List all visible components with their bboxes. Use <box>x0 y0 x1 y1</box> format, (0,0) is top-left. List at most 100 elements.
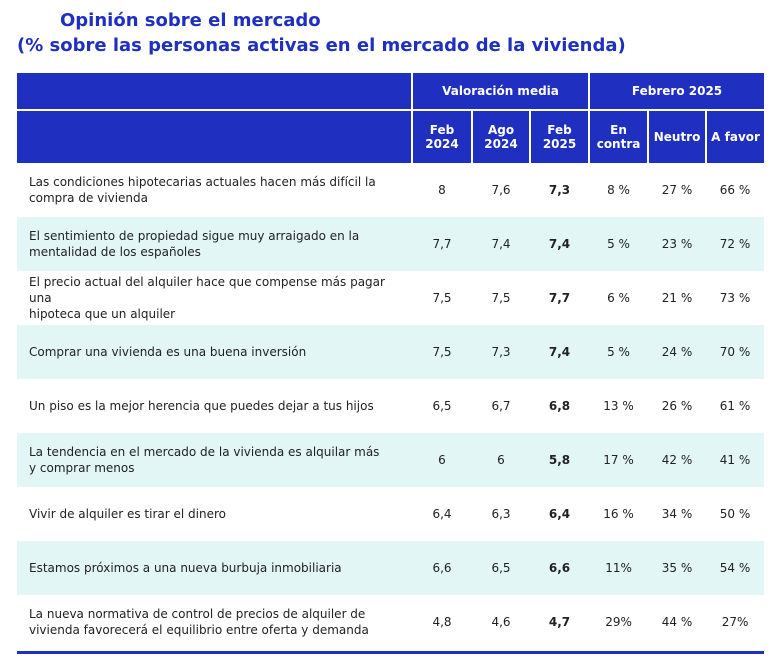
col-header-line1: Ago <box>487 123 515 137</box>
table-row: La tendencia en el mercado de la viviend… <box>17 433 765 487</box>
value-neutro: 27 % <box>661 183 693 197</box>
value-en-contra: 13 % <box>603 399 634 413</box>
value-feb-2024: 7,7 <box>412 217 472 271</box>
statement-cell: Un piso es la mejor herencia que puedes … <box>17 379 412 433</box>
col-header-line2: contra <box>596 137 641 151</box>
header-group-febrero: Febrero 2025 <box>588 73 765 111</box>
statement-line: compra de vivienda <box>29 191 148 205</box>
value-neutro: 42 % <box>648 433 707 487</box>
table-row: Estamos próximos a una nueva burbuja inm… <box>17 541 765 595</box>
col-header-ago-2024: Ago 2024 <box>471 110 530 163</box>
statement-line: El sentimiento de propiedad sigue muy ar… <box>29 229 360 243</box>
col-header-feb-2025: Feb 2025 <box>528 110 590 163</box>
value-a-favor: 66 % <box>719 183 751 197</box>
statement-line: La nueva normativa de control de precios… <box>29 607 366 621</box>
value-en-contra: 6 % <box>607 291 630 305</box>
value-feb-2024: 6,6 <box>412 541 472 595</box>
table-row: El precio actual del alquiler hace que c… <box>17 271 764 325</box>
value-ago-2024: 6,5 <box>472 541 530 595</box>
value-ago-2024: 4,6 <box>491 615 511 629</box>
col-header-line2: 2024 <box>425 137 459 151</box>
statement-line: Estamos próximos a una nueva burbuja inm… <box>29 561 342 575</box>
value-en-contra: 11% <box>589 541 649 595</box>
value-feb-2024: 8 <box>438 183 446 197</box>
value-feb-2025: 7,4 <box>530 217 590 271</box>
table-row: Un piso es la mejor herencia que puedes … <box>17 379 764 433</box>
statement-line: Vivir de alquiler es tirar el dinero <box>29 507 226 521</box>
value-ago-2024: 6,7 <box>491 399 511 413</box>
value-feb-2025: 4,7 <box>548 615 571 629</box>
statement-cell: Estamos próximos a una nueva burbuja inm… <box>17 541 412 595</box>
value-a-favor: 72 % <box>706 217 765 271</box>
value-feb-2024: 7,5 <box>432 291 452 305</box>
value-neutro: 24 % <box>648 325 707 379</box>
header-group-row: Valoración media Febrero 2025 <box>17 73 765 111</box>
col-header-en-contra: En contra <box>588 110 649 163</box>
col-header-line1: Feb <box>547 123 572 137</box>
value-a-favor: 41 % <box>706 433 765 487</box>
market-opinion-table: Valoración media Febrero 2025 Feb 2024 Ag… <box>17 73 765 649</box>
table-row: Las condiciones hipotecarias actuales ha… <box>17 163 764 217</box>
statement-cell: Comprar una vivienda es una buena invers… <box>17 325 412 379</box>
statement-cell: Las condiciones hipotecarias actuales ha… <box>17 163 412 217</box>
value-feb-2025: 6,6 <box>530 541 590 595</box>
value-ago-2024: 7,4 <box>472 217 530 271</box>
value-en-contra: 16 % <box>603 507 634 521</box>
value-feb-2024: 7,5 <box>412 325 472 379</box>
statement-line: Un piso es la mejor herencia que puedes … <box>29 399 374 413</box>
header-blank-cell <box>17 110 412 163</box>
value-feb-2025: 7,4 <box>530 325 590 379</box>
value-neutro: 26 % <box>661 399 693 413</box>
statement-line: Las condiciones hipotecarias actuales ha… <box>29 175 376 189</box>
value-feb-2024: 4,8 <box>432 615 452 629</box>
value-feb-2025: 6,8 <box>548 399 571 413</box>
statement-cell: La nueva normativa de control de precios… <box>17 595 412 649</box>
col-header-line2: 2024 <box>484 137 518 151</box>
value-en-contra: 29% <box>605 615 632 629</box>
value-en-contra: 8 % <box>607 183 630 197</box>
statement-line: vivienda favorecerá el equilibrio entre … <box>29 623 369 637</box>
value-ago-2024: 7,3 <box>472 325 530 379</box>
table-row: Vivir de alquiler es tirar el dinero 6,4… <box>17 487 764 541</box>
value-a-favor: 61 % <box>719 399 751 413</box>
col-header-feb-2024: Feb 2024 <box>411 110 472 163</box>
statement-cell: La tendencia en el mercado de la viviend… <box>17 433 412 487</box>
statement-line: mentalidad de los españoles <box>29 245 201 259</box>
value-ago-2024: 7,5 <box>491 291 511 305</box>
header-blank-cell <box>17 73 412 111</box>
statement-line: La tendencia en el mercado de la viviend… <box>29 445 380 459</box>
header-group-valoracion: Valoración media <box>410 73 590 111</box>
value-ago-2024: 7,6 <box>491 183 511 197</box>
value-feb-2025: 5,8 <box>530 433 590 487</box>
value-en-contra: 5 % <box>589 217 649 271</box>
table-row: La nueva normativa de control de precios… <box>17 595 764 649</box>
value-feb-2024: 6,4 <box>432 507 452 521</box>
col-header-line1: En <box>610 123 627 137</box>
statement-line: y comprar menos <box>29 461 135 475</box>
statement-cell: El sentimiento de propiedad sigue muy ar… <box>17 217 412 271</box>
value-neutro: 21 % <box>661 291 693 305</box>
col-header-a-favor: A favor <box>705 110 765 163</box>
value-feb-2024: 6 <box>412 433 472 487</box>
value-en-contra: 17 % <box>589 433 649 487</box>
value-feb-2024: 6,5 <box>432 399 452 413</box>
value-feb-2025: 7,7 <box>548 291 571 305</box>
value-en-contra: 5 % <box>589 325 649 379</box>
value-feb-2025: 7,3 <box>548 183 571 197</box>
statement-line: hipoteca que un alquiler <box>29 307 176 321</box>
header-column-row: Feb 2024 Ago 2024 Feb 2025 En contra Neutro … <box>17 110 765 163</box>
value-ago-2024: 6,3 <box>491 507 511 521</box>
statement-cell: El precio actual del alquiler hace que c… <box>17 271 412 325</box>
statement-line: El precio actual del alquiler hace que c… <box>29 275 385 305</box>
page-subtitle: (% sobre las personas activas en el merc… <box>17 35 626 56</box>
value-a-favor: 73 % <box>719 291 751 305</box>
table-row: El sentimiento de propiedad sigue muy ar… <box>17 217 765 271</box>
col-header-line2: 2025 <box>542 137 577 151</box>
value-feb-2025: 6,4 <box>548 507 571 521</box>
statement-line: Comprar una vivienda es una buena invers… <box>29 345 307 359</box>
page-title: Opinión sobre el mercado <box>60 10 321 31</box>
value-a-favor: 54 % <box>706 541 765 595</box>
col-header-neutro: Neutro <box>647 110 707 163</box>
value-neutro: 35 % <box>648 541 707 595</box>
value-neutro: 23 % <box>648 217 707 271</box>
